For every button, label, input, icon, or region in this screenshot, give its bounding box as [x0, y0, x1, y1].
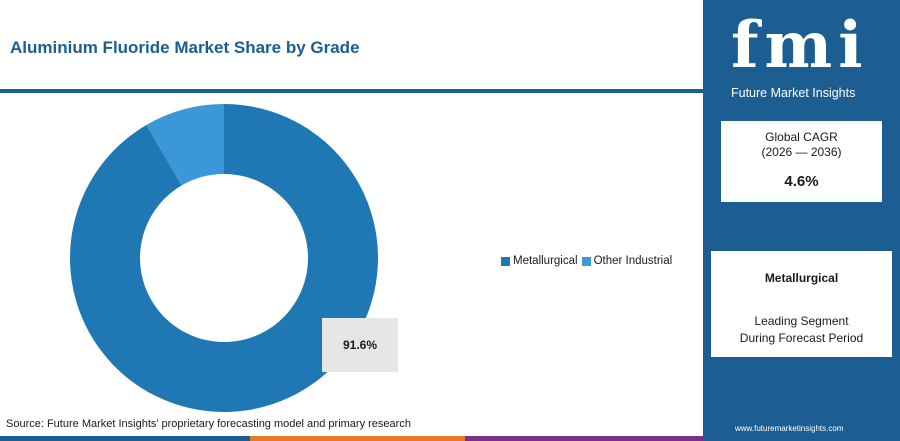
title-divider — [0, 89, 703, 93]
bottom-color-bar — [0, 436, 703, 441]
leading-segment-card: Metallurgical Leading Segment During For… — [711, 251, 892, 357]
cagr-value: 4.6% — [784, 173, 819, 190]
logo-caption: Future Market Insights — [731, 86, 856, 100]
donut-chart — [69, 104, 379, 412]
cagr-label-period: (2026 — 2036) — [761, 145, 842, 159]
sidebar: fmi Future Market Insights www.futuremar… — [703, 0, 900, 441]
legend-label: Metallurgical — [513, 255, 578, 267]
page-title: Aluminium Fluoride Market Share by Grade — [10, 38, 360, 57]
legend-item-metallurgical: Metallurgical — [501, 255, 578, 267]
source-note: Source: Future Market Insights’ propriet… — [6, 418, 411, 430]
main-panel: Aluminium Fluoride Market Share by Grade… — [0, 38, 703, 441]
donut-slice-metallurgical — [69, 104, 379, 412]
segment-desc-line1: Leading Segment — [754, 314, 849, 328]
legend-item-other-industrial: Other Industrial — [581, 255, 673, 267]
cagr-label: Global CAGR (2026 — 2036) — [721, 130, 882, 160]
cagr-card: Global CAGR (2026 — 2036) 4.6% — [721, 121, 882, 202]
segment-description: Leading Segment During Forecast Period — [711, 313, 892, 347]
segment-name: Metallurgical — [764, 271, 839, 285]
fmi-logo: fmi — [731, 8, 869, 83]
cagr-label-title: Global CAGR — [765, 130, 838, 144]
bar-segment-blue — [0, 436, 250, 441]
bar-segment-orange — [250, 436, 465, 441]
website-url: www.futuremarketinsights.com — [735, 424, 844, 433]
legend-swatch-other-industrial — [581, 256, 591, 266]
legend-swatch-metallurgical — [501, 256, 510, 266]
donut-slice-other-industrial — [146, 104, 224, 186]
bar-segment-purple — [465, 436, 703, 441]
chart-legend: Metallurgical Other Industrial — [501, 255, 676, 267]
legend-label: Other Industrial — [593, 255, 673, 267]
segment-desc-line2: During Forecast Period — [739, 331, 864, 345]
data-label-metallurgical: 91.6% — [322, 318, 398, 372]
